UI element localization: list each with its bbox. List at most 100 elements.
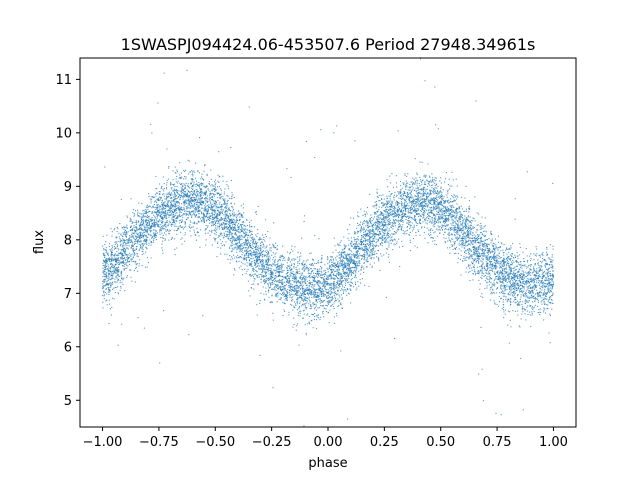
data-point [168, 216, 170, 218]
data-point [178, 209, 180, 212]
data-point [279, 285, 281, 287]
data-point [461, 229, 463, 231]
data-point [454, 231, 456, 234]
data-point [551, 295, 553, 297]
data-point [146, 216, 148, 218]
data-point [116, 267, 118, 269]
data-point [350, 274, 352, 276]
data-point [497, 249, 499, 251]
data-point [293, 278, 295, 280]
data-point [356, 227, 358, 229]
data-point [174, 223, 176, 225]
data-point [378, 226, 380, 228]
data-point [246, 254, 248, 256]
data-point [489, 269, 491, 271]
data-point [199, 218, 202, 220]
data-point [544, 292, 546, 294]
data-point [411, 212, 413, 214]
data-point [494, 251, 496, 253]
data-point [214, 216, 216, 218]
data-point [159, 231, 161, 233]
data-point [142, 243, 144, 245]
data-point [146, 232, 148, 234]
data-point [407, 173, 409, 175]
data-point [206, 185, 208, 187]
data-point [299, 295, 301, 297]
data-point [229, 216, 231, 218]
data-point [107, 278, 109, 280]
data-point [378, 233, 380, 236]
data-point [466, 241, 468, 243]
data-point [486, 257, 489, 260]
data-point [354, 238, 356, 240]
data-point [137, 232, 139, 234]
data-point [114, 228, 116, 230]
data-point [289, 296, 291, 298]
data-point [332, 274, 334, 276]
data-point [357, 248, 360, 250]
data-point [300, 263, 303, 265]
data-point [450, 198, 452, 200]
data-point [366, 207, 369, 209]
data-point [277, 272, 279, 274]
data-point [483, 273, 485, 275]
data-point [316, 316, 318, 318]
data-point [435, 192, 437, 194]
data-point [226, 195, 228, 197]
chart-title: 1SWASPJ094424.06-453507.6 Period 27948.3… [121, 35, 536, 54]
data-point [500, 288, 502, 290]
data-point [139, 234, 141, 236]
data-point [208, 222, 211, 224]
data-point [472, 253, 474, 255]
data-point [313, 267, 315, 270]
data-point [151, 220, 153, 222]
data-point [308, 276, 310, 278]
data-point [463, 243, 465, 245]
data-point [394, 211, 396, 213]
data-point [209, 196, 211, 199]
data-point [284, 303, 286, 305]
data-point [163, 214, 165, 216]
data-point [323, 283, 326, 285]
data-point [319, 298, 321, 300]
data-point [213, 217, 215, 219]
data-point [113, 287, 115, 289]
data-point [379, 200, 381, 202]
data-point [272, 387, 274, 389]
data-point [123, 257, 125, 259]
data-point [179, 224, 181, 227]
data-point [224, 226, 226, 228]
data-point [107, 252, 109, 254]
data-point [173, 206, 175, 208]
data-point [296, 309, 298, 311]
data-point [432, 212, 434, 214]
data-point [182, 189, 185, 191]
data-point [356, 240, 358, 242]
data-point [180, 193, 182, 195]
data-point [467, 219, 469, 221]
data-point [105, 264, 107, 266]
data-point [482, 262, 484, 264]
data-point [288, 314, 290, 316]
data-point [492, 242, 494, 244]
data-point [459, 235, 461, 237]
data-point [200, 200, 202, 202]
data-point [114, 278, 116, 280]
data-point [391, 200, 393, 202]
data-point [304, 277, 306, 279]
data-point [349, 272, 351, 274]
data-point [464, 236, 466, 238]
data-point [235, 242, 237, 244]
data-point [236, 244, 238, 246]
data-point [125, 267, 127, 269]
data-point [454, 242, 456, 244]
data-point [378, 260, 380, 262]
data-point [251, 233, 253, 236]
data-point [490, 264, 492, 266]
data-point [437, 225, 439, 227]
data-point [141, 246, 143, 248]
data-point [202, 178, 204, 180]
data-point [375, 200, 378, 203]
data-point [544, 266, 547, 268]
data-point [165, 212, 167, 214]
